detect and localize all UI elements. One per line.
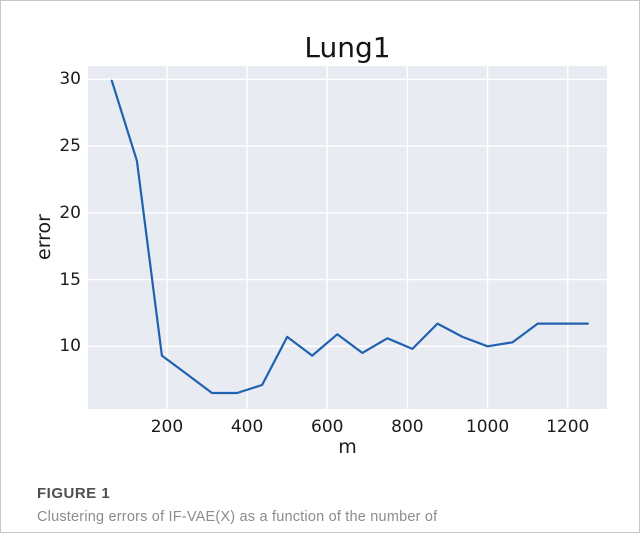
figure-caption-text: Clustering errors of IF-VAE(X) as a func… (37, 509, 438, 525)
figure-caption-label: FIGURE 1 (37, 485, 111, 502)
y-tick-label: 25 (59, 136, 81, 157)
x-tick-label: 800 (391, 417, 424, 437)
data-line (110, 79, 589, 395)
x-axis-label: m (338, 436, 357, 458)
x-tick-label: 400 (230, 417, 264, 437)
y-tick-label: 30 (59, 69, 81, 90)
x-tick-label: 1000 (465, 417, 510, 437)
y-tick-label: 15 (59, 269, 81, 290)
y-tick-label: 10 (59, 336, 81, 357)
chart-title: Lung1 (304, 31, 391, 64)
x-tick-label: 600 (311, 417, 344, 437)
figure-caption: FIGURE 1 Clustering errors of IF-VAE(X) … (37, 484, 617, 527)
y-axis-label: error (33, 214, 55, 260)
gridlines (88, 66, 607, 409)
y-tick-label: 20 (59, 202, 81, 223)
x-tick-label: 1200 (546, 417, 590, 437)
x-tick-label: 200 (150, 417, 184, 437)
plot-background (88, 66, 607, 409)
